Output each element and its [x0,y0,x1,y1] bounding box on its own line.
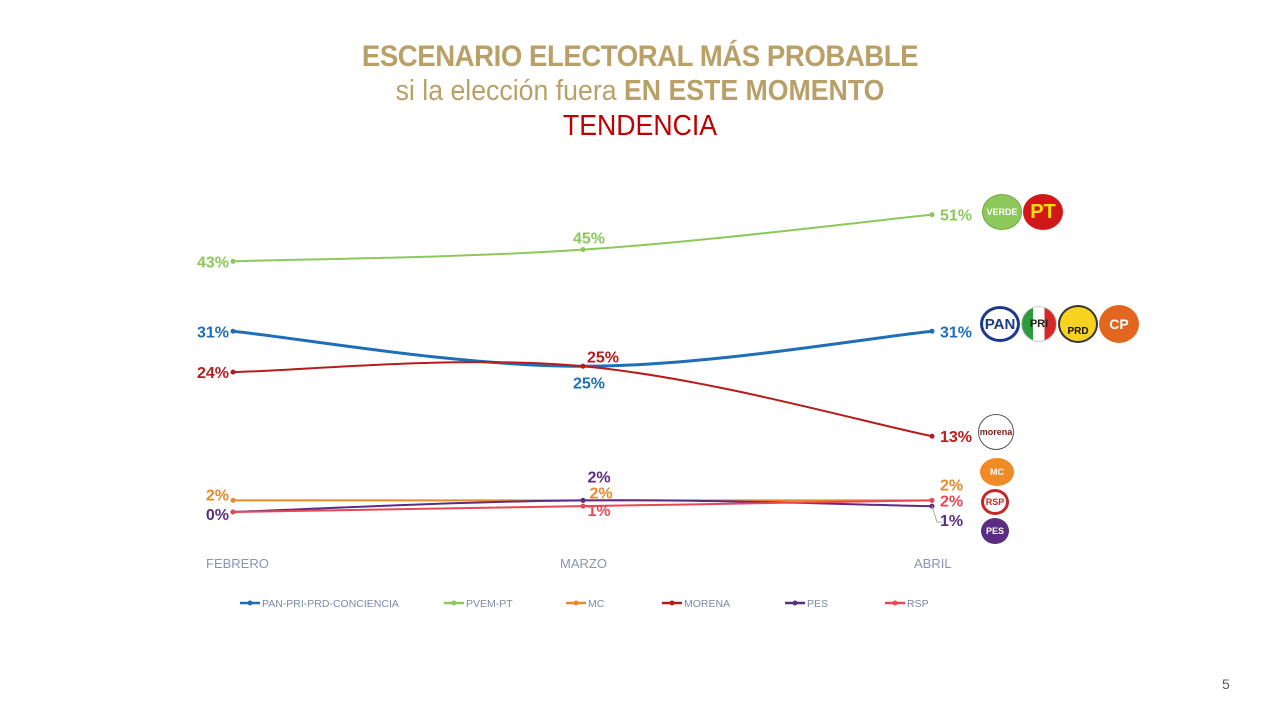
legend-marker [451,600,457,606]
page-number: 5 [1222,676,1230,692]
x-axis-labels: FEBRERO MARZO ABRIL [206,556,952,571]
legend-label: MC [588,598,605,610]
data-point-mc-febrero [230,497,236,503]
pt-logo-text: PT [1030,200,1056,223]
legend-marker [892,600,898,606]
data-point-pvem-pt-abril [929,212,935,218]
legend-item-rsp[interactable]: RSP [885,598,929,610]
subtitle-bold: EN ESTE MOMENTO [623,75,885,107]
legend-marker [669,600,675,606]
conciencia-logo-text: CP [1109,316,1129,332]
data-point-pvem-pt-febrero [230,258,236,264]
legend-marker [573,600,579,606]
data-label-mc-abril: 2% [940,477,963,494]
data-label-morena-febrero: 24% [197,365,229,382]
x-tick-label-febrero: FEBRERO [206,556,269,571]
legend-label: PVEM-PT [466,598,513,610]
data-label-pvem-pt-febrero: 43% [197,254,229,271]
prd-logo-icon: PRD [1058,305,1098,343]
data-label-rsp-marzo: 1% [587,503,610,520]
verde-logo-text: VERDE [986,207,1018,217]
pt-logo-icon: PT [1023,194,1063,230]
pes-logo-text: PES [985,526,1004,536]
data-point-pes-marzo [580,497,586,503]
pan-logo-text: PAN [984,315,1016,333]
pan-logo-icon: PAN [980,306,1020,342]
prd-logo-text: PRD [1067,326,1089,337]
legend-label: RSP [907,598,929,610]
x-tick-label-marzo: MARZO [560,556,607,571]
series-line-morena [232,361,933,438]
data-point-pvem-pt-marzo [580,247,586,253]
data-point-rsp-febrero [230,509,236,515]
mc-logo-text: MC [990,467,1004,477]
legend-marker [247,600,253,606]
data-label-mc-febrero: 2% [206,487,229,504]
data-point-pan-pri-prd-conciencia-abril [929,328,935,334]
legend-item-pes[interactable]: PES [785,598,828,610]
data-labels: 31%25%31%43%45%51%2% 2% 2%24%25%13%0%2%1%1… [197,208,972,530]
data-label-mc-marzo: 2% [589,485,612,502]
legend-label: PES [807,598,828,610]
morena-logo-text: morena [979,427,1013,437]
data-label-morena-abril: 13% [940,429,972,446]
data-label-pvem-pt-marzo: 45% [573,231,605,248]
data-label-pes-marzo: 2% [587,469,610,486]
data-label-pes-febrero: 0% [206,507,229,524]
data-point-rsp-abril [929,497,935,503]
data-point-pan-pri-prd-conciencia-febrero [230,328,236,334]
data-point-morena-marzo [580,363,586,369]
morena-logo-icon: morena [978,414,1014,450]
rsp-logo-icon: RSP [981,489,1009,515]
legend: PAN-PRI-PRD-CONCIENCIA PVEM-PT MC MORENA PES… [240,598,929,610]
legend-item-pvem-pt[interactable]: PVEM-PT [444,598,513,610]
data-label-pan-pri-prd-conciencia-marzo: 25% [573,375,605,392]
data-label-pan-pri-prd-conciencia-febrero: 31% [197,324,229,341]
data-label-pes-abril: 1% [940,513,963,530]
series-line-pan-pri-prd-conciencia [232,329,933,368]
legend-marker [792,600,798,606]
conciencia-logo-icon: CP [1099,305,1139,343]
legend-item-pan-pri-prd-conciencia[interactable]: PAN-PRI-PRD-CONCIENCIA [240,598,399,610]
legend-label: PAN-PRI-PRD-CONCIENCIA [262,598,399,610]
data-label-morena-marzo: 25% [587,349,619,366]
legend-label: MORENA [684,598,730,610]
chart-title-block: ESCENARIO ELECTORAL MÁS PROBABLE si la e… [0,40,1280,144]
chart-trend-label: TENDENCIA [562,110,718,142]
data-point-rsp-marzo [580,503,586,509]
leader-line [931,506,942,523]
data-label-pan-pri-prd-conciencia-abril: 31% [940,324,972,341]
legend-item-mc[interactable]: MC [566,598,605,610]
data-label-pvem-pt-abril: 51% [940,208,972,225]
data-label-rsp-abril: 2% [940,493,963,510]
pes-logo-icon: PES [981,518,1009,544]
series-lines [230,212,935,515]
chart-title: ESCENARIO ELECTORAL MÁS PROBABLE [361,40,919,73]
legend-item-morena[interactable]: MORENA [662,598,730,610]
data-point-morena-febrero [230,369,236,375]
rsp-logo-text: RSP [985,497,1005,507]
chart-subtitle: si la elección fuera EN ESTE MOMENTO [51,74,1229,108]
pri-logo-text: PRI [1029,318,1049,330]
subtitle-regular: si la elección fuera [395,75,624,107]
mc-logo-icon: MC [980,458,1014,486]
data-point-morena-abril [929,433,935,439]
verde-logo-icon: VERDE [982,194,1022,230]
pri-logo-icon: PRI [1021,306,1057,342]
x-tick-label-abril: ABRIL [914,556,952,571]
